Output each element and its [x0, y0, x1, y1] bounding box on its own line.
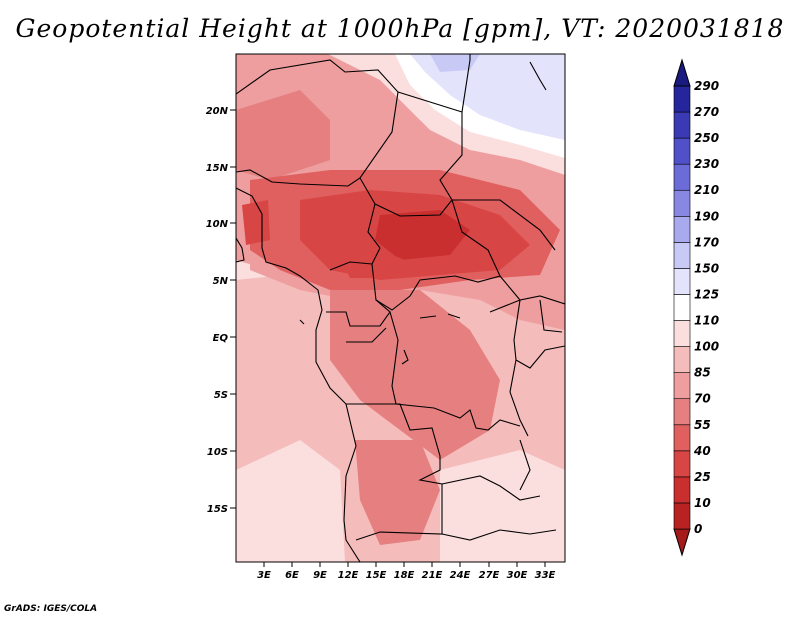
- colorbar-label: 10: [694, 496, 711, 510]
- colorbar-label: 70: [694, 392, 711, 406]
- colorbar-label: 100: [694, 340, 719, 354]
- colorbar-bin: [673, 242, 691, 269]
- colorbar-label: 0: [694, 522, 702, 536]
- map-frame: [235, 53, 566, 563]
- colorbar-bin: [673, 137, 691, 165]
- lon-label: 24E: [450, 570, 471, 581]
- lat-label: 5S: [214, 390, 228, 401]
- colorbar-end-low: [673, 528, 691, 557]
- colorbar-bin: [673, 372, 691, 400]
- colorbar-label: 55: [694, 418, 711, 432]
- lon-label: 9E: [313, 570, 327, 581]
- lat-label: 15N: [206, 163, 229, 174]
- lon-label: 21E: [422, 570, 443, 581]
- lat-label: EQ: [213, 333, 229, 344]
- lon-label: 18E: [394, 570, 415, 581]
- lon-label: 6E: [285, 570, 299, 581]
- colorbar-end-high: [673, 58, 691, 87]
- lon-label: 27E: [479, 570, 500, 581]
- colorbar-bin: [673, 502, 691, 530]
- colorbar-label: 40: [693, 444, 711, 458]
- lat-label: 10N: [206, 219, 229, 230]
- lon-label: 3E: [257, 570, 271, 581]
- colorbar-label: 170: [694, 235, 719, 249]
- lat-label: 15S: [207, 504, 228, 515]
- lon-label: 33E: [535, 570, 556, 581]
- colorbar-label: 190: [694, 209, 719, 223]
- colorbar-bin: [673, 346, 691, 373]
- colorbar-label: 270: [694, 105, 719, 119]
- map-title: Geopotential Height at 1000hPa [gpm], VT…: [15, 14, 785, 43]
- country-borders: [236, 54, 565, 562]
- colorbar-bin: [673, 268, 691, 295]
- colorbar-label: 85: [694, 366, 711, 380]
- colorbar-bin: [673, 476, 691, 504]
- colorbar-bin: [673, 320, 691, 347]
- lat-label: 5N: [213, 276, 229, 287]
- geopotential-field: [236, 54, 565, 562]
- colorbar-bin: [673, 450, 691, 478]
- colorbar-bin: [673, 424, 691, 452]
- colorbar-bin: [673, 85, 691, 113]
- colorbar: 0 10 25 40 55 70 85 100 110 125 150 170 190 210 230 250…: [673, 58, 719, 557]
- colorbar-label: 290: [694, 79, 719, 93]
- colorbar-bin: [673, 398, 691, 426]
- lon-label: 15E: [366, 570, 387, 581]
- colorbar-bin: [673, 215, 691, 243]
- colorbar-bin: [673, 163, 691, 191]
- lon-label: 30E: [507, 570, 528, 581]
- longitude-axis: 3E 6E 9E 12E 15E 18E 21E 24E 27E 30E 33E: [257, 562, 556, 581]
- credit-text: GrADS: IGES/COLA: [4, 604, 98, 614]
- colorbar-label: 210: [694, 183, 719, 197]
- colorbar-bin: [673, 294, 691, 321]
- colorbar-label: 230: [694, 157, 719, 171]
- colorbar-bin: [673, 111, 691, 139]
- colorbar-label: 125: [694, 287, 719, 301]
- colorbar-label: 25: [694, 470, 711, 484]
- colorbar-label: 150: [694, 261, 719, 275]
- colorbar-label: 250: [694, 131, 719, 145]
- colorbar-label: 110: [694, 314, 719, 328]
- colorbar-bin: [673, 189, 691, 217]
- lon-label: 12E: [338, 570, 359, 581]
- lat-label: 20N: [206, 106, 229, 117]
- lat-label: 10S: [207, 447, 228, 458]
- latitude-axis: 20N 15N 10N 5N EQ 5S 10S 15S: [206, 106, 236, 515]
